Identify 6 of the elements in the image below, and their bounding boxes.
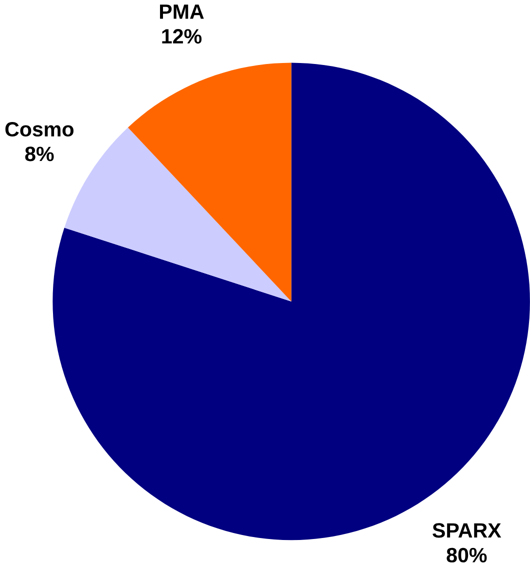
data-label: 80% [446,548,487,562]
slice-label: PMA [160,4,204,19]
data-label: 8% [25,146,54,162]
data-label: 12% [162,29,202,44]
slice-label: SPARX [432,523,502,538]
slice-label: Cosmo [5,122,74,137]
